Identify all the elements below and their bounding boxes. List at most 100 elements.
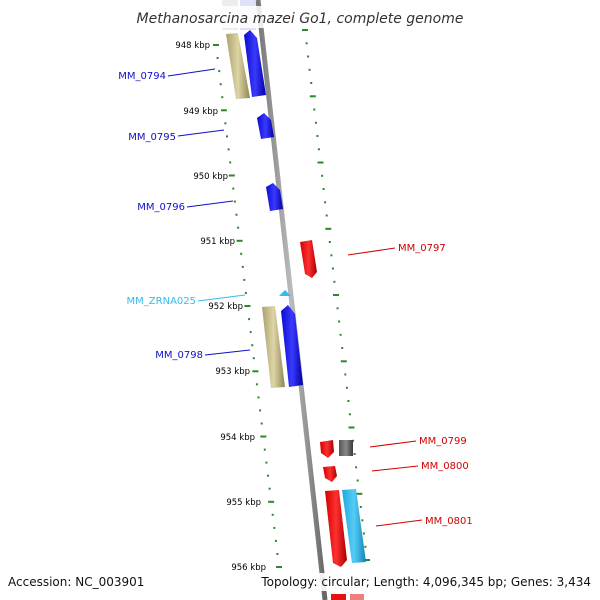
ruler-major-tick [252,370,259,373]
ruler-dot [322,188,325,190]
ruler-dot [257,396,260,399]
ruler-dot [325,214,328,217]
ruler-dot [219,83,222,86]
ruler-dot [356,479,359,482]
ruler-dot [331,267,334,270]
ruler-dot [353,453,356,455]
scale-label: 950 kbp [193,172,228,182]
ruler-dot [216,57,219,59]
ruler-dot [313,108,316,111]
feature-bottom-partial-red [331,594,346,600]
leader-mm-0798 [204,349,251,356]
ruler-dot [276,553,279,555]
label-mm-0794[interactable]: MM_0794 [118,71,166,82]
scale-label: 948 kbp [175,41,210,51]
ruler-dot [305,42,308,45]
ruler-dot [316,135,319,137]
ruler-dot [226,135,228,138]
label-mm-0797[interactable]: MM_0797 [398,243,446,254]
ruler-dot [243,278,246,281]
ruler-dot [364,545,367,548]
ruler-dot [267,474,269,477]
ruler-dot [224,122,227,125]
ruler-dot [235,213,238,216]
gene-mm-0798[interactable] [262,305,303,388]
leader-mm-0795 [177,129,225,137]
gene-mm-0797[interactable] [300,240,317,278]
leader-mm-0801 [375,519,423,527]
ruler-major-tick [244,305,251,307]
label-mm-0795[interactable]: MM_0795 [128,132,176,143]
scale-label: 955 kbp [226,498,261,508]
ruler-major-tick [302,29,308,31]
gene-mm-zrna025[interactable] [279,290,291,296]
label-mm-0798[interactable]: MM_0798 [155,350,203,361]
gene-mm-0795[interactable] [257,113,274,139]
label-mm-0799[interactable]: MM_0799 [419,436,467,447]
ruler-dot [307,55,310,58]
leader-mm-0800 [371,465,419,472]
ruler-dot [339,333,342,336]
ruler-dot [348,413,351,416]
ruler-dot [330,254,333,257]
genome-backbone [255,0,328,600]
feature-bottom-partial-pink [350,594,364,600]
leader-mm-0796 [186,200,234,208]
gene-mm-0801-cds [325,490,347,567]
ruler-major-tick [356,492,363,495]
ruler-dot [310,82,313,84]
forward-strand-ruler [213,44,282,568]
ruler-major-tick [268,500,275,503]
ruler-dot [229,161,232,164]
gene-mm-0801-rna [342,489,366,563]
label-mm-0800[interactable]: MM_0800 [421,461,469,472]
ruler-dot [263,448,266,451]
gene-mm-0796[interactable] [266,183,283,211]
leader-mm-0799 [369,440,417,448]
leader-mm-0794 [167,68,216,77]
reverse-strand-ruler [302,29,370,561]
ruler-dot [333,280,336,283]
ruler-dot [265,461,268,464]
ruler-dot [336,307,339,310]
ruler-dot [232,187,235,190]
ruler-dot [355,466,358,469]
ruler-dot [260,422,263,425]
ruler-dot [251,344,254,347]
ruler-dot [308,68,311,71]
scale-label: 954 kbp [220,433,255,443]
scale-label: 949 kbp [183,107,218,117]
ruler-dot [221,96,224,99]
ruler-major-tick [260,435,267,438]
gene-mm-0799[interactable] [320,440,353,458]
ruler-dot [344,373,347,376]
ruler-major-tick [364,559,370,561]
scale-label: 956 kbp [231,563,266,573]
leader-mm-zrna025 [197,294,246,302]
label-mm-zrna025[interactable]: MM_ZRNA025 [127,296,196,307]
accession-text: Accession: NC_003901 [8,575,144,589]
ruler-major-tick [317,161,324,164]
ruler-dot [274,539,277,542]
gene-mm-0801[interactable] [325,489,366,567]
ruler-dot [359,506,362,508]
ruler-dot [361,519,364,522]
topology-text: Topology: circular; Length: 4,096,345 bp… [260,575,591,589]
ruler-major-tick [228,174,235,177]
ruler-major-tick [309,95,316,98]
gene-mm-0799-cds [320,440,334,458]
ruler-major-tick [325,227,332,230]
gene-mm-0794-parent [226,33,250,99]
label-mm-0801[interactable]: MM_0801 [425,516,473,527]
scale-label: 952 kbp [208,302,243,312]
ruler-dot [241,265,244,268]
ruler-major-tick [333,294,339,296]
ruler-dot [240,252,243,255]
ruler-dot [248,318,251,321]
label-mm-0796[interactable]: MM_0796 [137,202,185,213]
gene-mm-0799-gray-block [339,440,353,456]
gene-mm-0800[interactable] [323,466,337,482]
ruler-dot [321,174,324,177]
gene-mm-0794[interactable] [226,30,266,99]
